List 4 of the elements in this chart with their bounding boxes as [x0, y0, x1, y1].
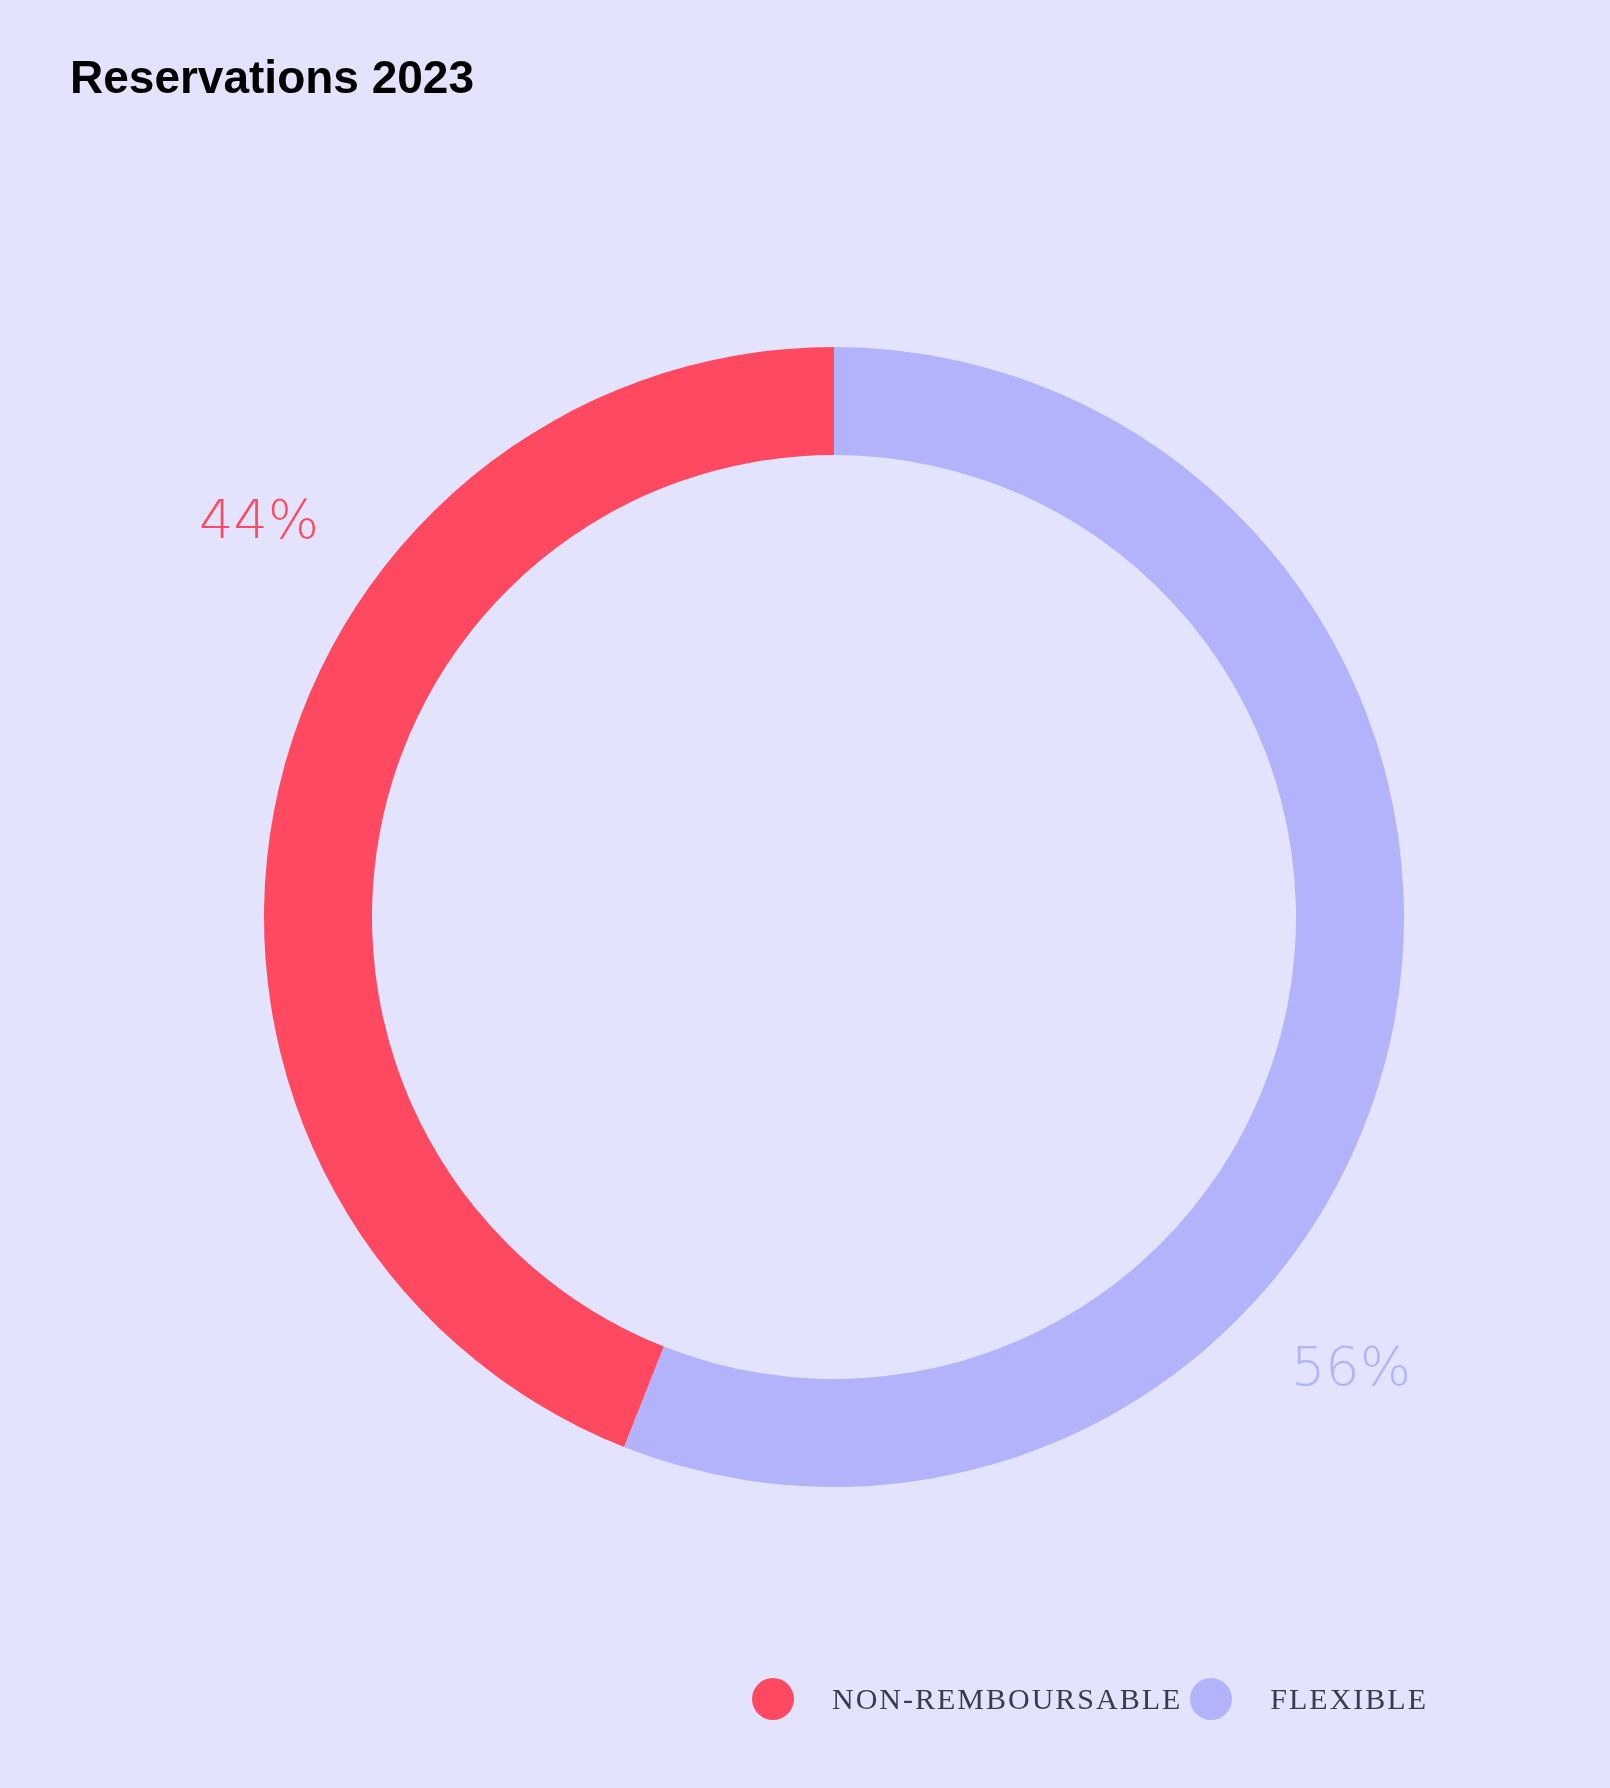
chart-title: Reservations 2023 [70, 50, 475, 104]
data-label: 44% [199, 487, 320, 551]
legend-label: FLEXIBLE [1270, 1682, 1429, 1716]
legend-label: NON-REMBOURSABLE [832, 1682, 1183, 1716]
